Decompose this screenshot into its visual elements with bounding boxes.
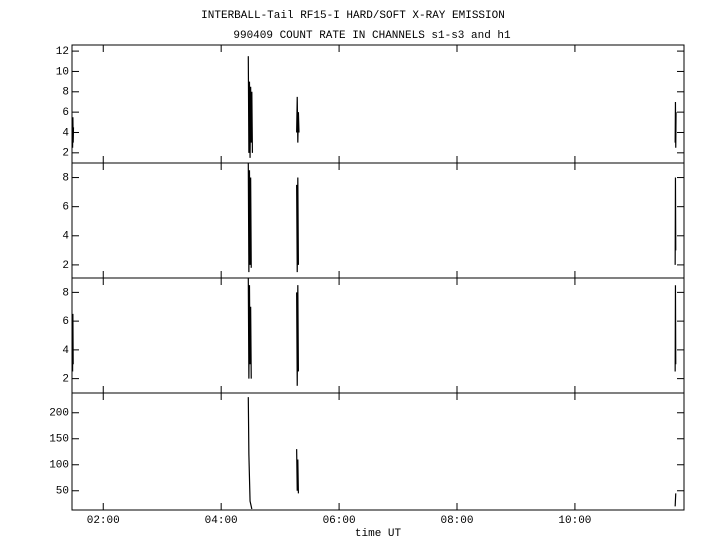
data-line xyxy=(71,56,677,158)
data-line xyxy=(71,277,677,386)
x-axis-label: time UT xyxy=(355,528,402,540)
y-tick-label: 8 xyxy=(62,172,69,184)
chart-title: INTERBALL-Tail RF15-I HARD/SOFT X-RAY EM… xyxy=(201,10,505,22)
y-tick-label: 8 xyxy=(62,87,69,99)
y-tick-label: 2 xyxy=(62,148,69,160)
y-tick-label: 150 xyxy=(49,434,69,446)
y-tick-label: 100 xyxy=(49,460,69,472)
y-tick-label: 6 xyxy=(62,202,69,214)
x-tick-label: 08:00 xyxy=(440,515,473,527)
x-tick-label: 04:00 xyxy=(205,515,238,527)
y-tick-label: 12 xyxy=(56,46,69,58)
y-tick-label: 6 xyxy=(62,316,69,328)
y-tick-label: 50 xyxy=(56,486,69,498)
y-tick-label: 4 xyxy=(62,127,69,139)
panel-frame xyxy=(71,392,685,511)
chart-subtitle: 990409 COUNT RATE IN CHANNELS s1-s3 and … xyxy=(233,30,511,42)
x-tick-label: 02:00 xyxy=(87,515,120,527)
x-tick-label: 06:00 xyxy=(323,515,356,527)
y-tick-label: 2 xyxy=(62,260,69,272)
y-tick-label: 6 xyxy=(62,107,69,119)
data-line xyxy=(247,162,677,273)
y-tick-label: 4 xyxy=(62,231,69,243)
data-line xyxy=(247,397,677,510)
y-tick-label: 4 xyxy=(62,345,69,357)
y-tick-label: 10 xyxy=(56,66,69,78)
y-tick-label: 2 xyxy=(62,374,69,386)
y-tick-label: 8 xyxy=(62,287,69,299)
y-tick-label: 200 xyxy=(49,408,69,420)
x-tick-label: 10:00 xyxy=(558,515,591,527)
